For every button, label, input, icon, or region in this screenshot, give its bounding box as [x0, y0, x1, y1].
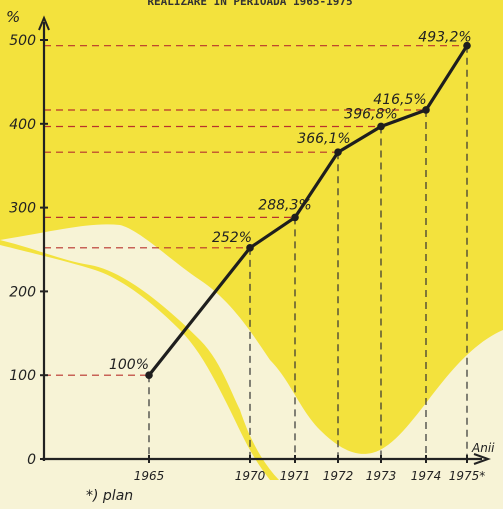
- y-axis-arrow: [38, 15, 50, 31]
- y-axis-label: %: [6, 8, 20, 26]
- data-point: [334, 148, 342, 157]
- y-tick-label: 400: [9, 117, 36, 133]
- data-label: 288,3%: [258, 197, 311, 213]
- y-ticks: 0 100 200 300 400 500: [9, 33, 48, 468]
- x-tick-label: 1973: [366, 469, 397, 483]
- footnote: *) plan: [86, 488, 133, 504]
- data-label: 416,5%: [373, 92, 426, 108]
- guide-lines: [44, 45, 468, 459]
- data-label: 493,2%: [418, 30, 471, 46]
- data-point: [422, 106, 430, 114]
- x-tick-label: 1965: [134, 469, 165, 483]
- y-tick-label: 300: [9, 201, 36, 217]
- data-labels: 100% 252% 288,3% 366,1% 396,8%416,5% 493,2%: [109, 30, 472, 374]
- data-point: [377, 122, 385, 131]
- axes: [38, 15, 491, 465]
- y-tick-label: 200: [9, 284, 36, 300]
- x-axis-label: Anii: [471, 441, 495, 455]
- data-point: [463, 41, 471, 50]
- background-light-shape-left: [0, 245, 270, 480]
- x-tick-label: 1970: [235, 469, 266, 483]
- y-tick-label: 500: [9, 33, 36, 49]
- series: [145, 41, 471, 380]
- data-label: 396,8%: [344, 106, 397, 122]
- y-tick-label: 0: [27, 452, 36, 468]
- data-label: 100%: [109, 357, 149, 373]
- x-tick-label: 1975*: [449, 469, 486, 483]
- chart-title: REALIZARE ÎN PERIOADA 1965-1975: [147, 0, 352, 8]
- x-ticks: 1965 1970 1971 1972 1973 1974 1975*: [134, 455, 486, 483]
- background-light-shape: [0, 224, 503, 490]
- x-tick-label: 1974: [411, 469, 442, 483]
- data-label: 366,1%: [297, 131, 350, 147]
- data-point: [145, 371, 153, 380]
- data-point: [246, 244, 254, 252]
- x-tick-label: 1971: [280, 469, 311, 483]
- background-bottom-strip: [0, 480, 503, 509]
- x-tick-label: 1972: [323, 469, 354, 483]
- y-tick-label: 100: [9, 368, 36, 384]
- data-label: 252%: [212, 230, 252, 246]
- data-point: [291, 213, 299, 222]
- x-axis-arrow: [473, 453, 491, 465]
